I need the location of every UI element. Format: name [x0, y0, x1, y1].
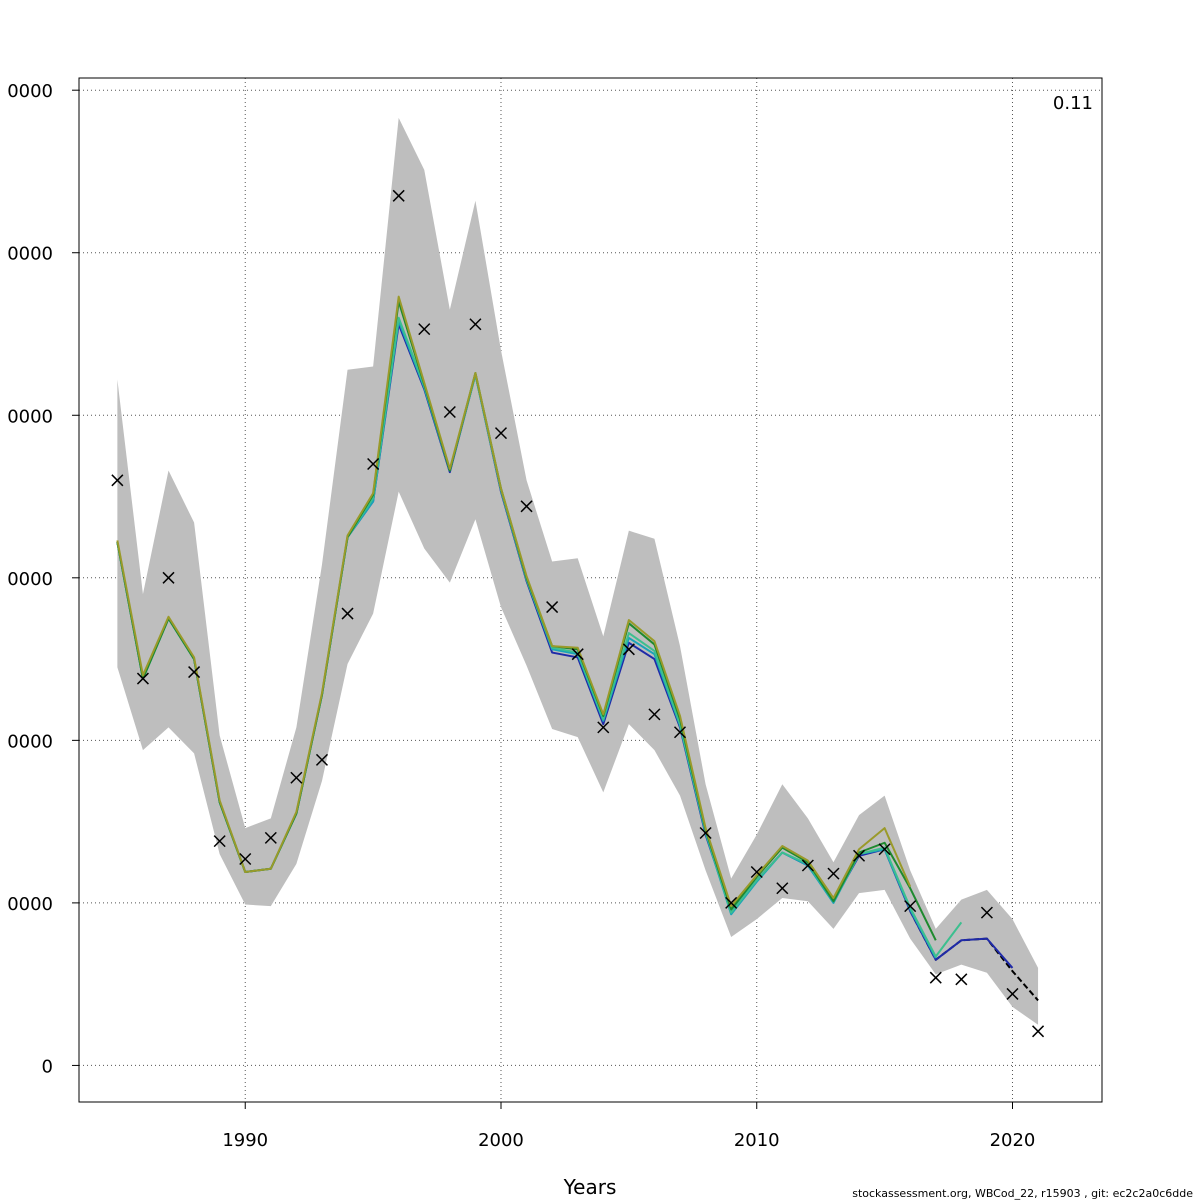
confidence-band [117, 117, 1039, 1025]
observation-point [520, 500, 533, 513]
observation-point [213, 835, 226, 848]
observation-point [443, 405, 456, 419]
observation-point [853, 849, 866, 862]
observation-point [699, 826, 712, 840]
y-tick-label: 0000 [7, 81, 53, 102]
observation-point [162, 571, 175, 584]
x-tick-label: 2000 [478, 1130, 524, 1151]
observation-point [1006, 987, 1019, 1000]
observation-point [392, 189, 405, 202]
observation-point [750, 865, 763, 879]
y-tick-label: 0000 [7, 731, 53, 752]
observation-point [597, 721, 610, 734]
corner-annotation: 0.11 [1053, 93, 1093, 114]
observation-point [264, 831, 277, 844]
observation-point [1032, 1025, 1045, 1038]
observation-point [571, 648, 584, 661]
observation-point [673, 726, 687, 739]
observation-point [188, 666, 201, 679]
observation-point [878, 843, 891, 856]
x-tick-labels: 1990 2000 2010 2020 [222, 1130, 1035, 1151]
observation-point [904, 900, 917, 913]
observation-point [827, 867, 840, 880]
series-line-5 [116, 295, 912, 908]
y-tick-label: 0000 [7, 244, 53, 265]
observation-point [980, 906, 993, 919]
x-tick-label: 1990 [222, 1130, 268, 1151]
observation-point [111, 474, 124, 487]
plot-frame [78, 77, 1103, 1103]
x-axis-title: Years [563, 1175, 617, 1199]
observation-point [290, 771, 303, 784]
observation-point [341, 607, 354, 620]
y-tick-label: 0000 [7, 406, 53, 427]
y-tick-label: 0000 [7, 569, 53, 590]
observation-point [929, 971, 942, 984]
observation-point [239, 852, 252, 866]
observation-point [136, 672, 149, 685]
observation-point [955, 973, 968, 986]
observation-point [725, 896, 738, 909]
y-tick-label: 0 [42, 1056, 53, 1077]
axes-layer [72, 77, 1103, 1109]
y-tick-label: 0000 [7, 894, 53, 915]
observation-point [469, 318, 482, 331]
observation-points-layer [111, 189, 1045, 1038]
observation-point [776, 882, 789, 895]
confidence-band-layer [117, 117, 1039, 1025]
observation-point [546, 601, 559, 614]
series-layer [116, 295, 1039, 1002]
x-tick-label: 2020 [990, 1130, 1036, 1151]
observation-point [418, 323, 431, 336]
observation-point [648, 708, 661, 721]
observation-point [494, 427, 508, 440]
observation-point [622, 643, 635, 656]
x-tick-label: 2010 [734, 1130, 780, 1151]
footer-credit: stockassessment.org, WBCod_22, r15903 , … [852, 1187, 1193, 1200]
observation-point [801, 859, 814, 872]
observation-point [367, 458, 380, 471]
observation-point [315, 753, 328, 766]
